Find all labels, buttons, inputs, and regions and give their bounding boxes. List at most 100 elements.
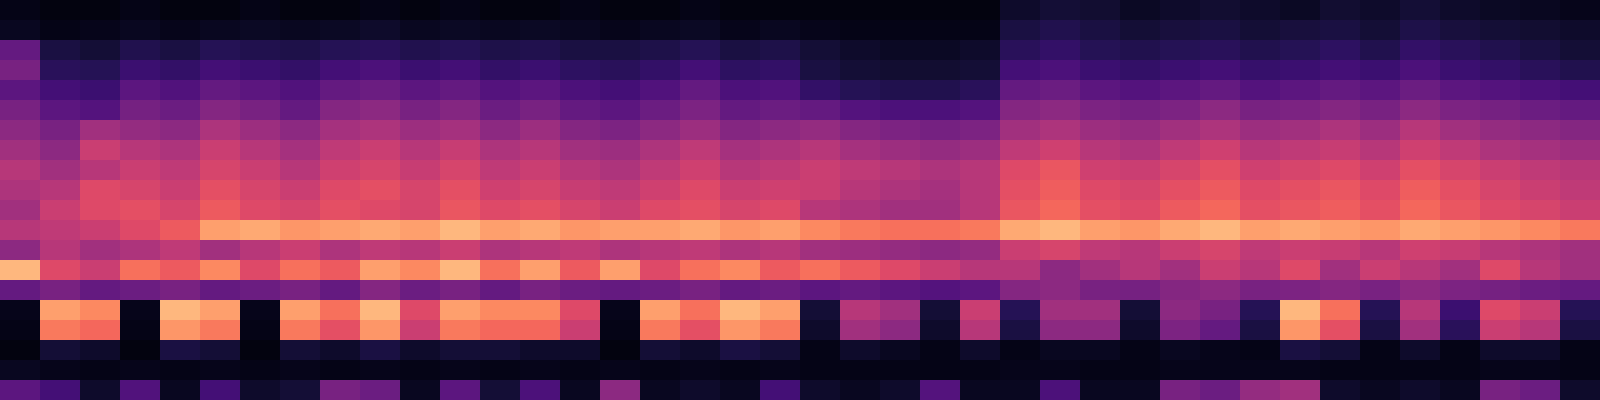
cell	[720, 200, 761, 221]
cell	[320, 0, 361, 21]
cell	[800, 380, 841, 400]
cell	[1480, 260, 1521, 281]
cell	[1200, 0, 1241, 21]
cell	[360, 120, 401, 141]
cell	[240, 40, 281, 61]
cell	[400, 140, 441, 161]
cell	[1560, 100, 1600, 121]
cell	[1560, 340, 1600, 361]
cell	[1480, 340, 1521, 361]
cell	[1280, 300, 1321, 321]
cell	[1480, 60, 1521, 81]
cell	[1120, 140, 1161, 161]
cell	[240, 80, 281, 101]
cell	[160, 100, 201, 121]
cell	[920, 0, 961, 21]
cell	[600, 220, 641, 241]
cell	[1320, 300, 1361, 321]
cell	[1040, 60, 1081, 81]
cell	[800, 320, 841, 341]
cell	[600, 380, 641, 400]
cell	[1320, 180, 1361, 201]
cell	[1120, 340, 1161, 361]
cell	[0, 40, 41, 61]
cell	[1560, 0, 1600, 21]
cell	[840, 360, 881, 381]
cell	[1120, 180, 1161, 201]
cell	[1360, 220, 1401, 241]
cell	[400, 280, 441, 301]
cell	[720, 100, 761, 121]
cell	[1400, 180, 1441, 201]
cell	[840, 100, 881, 121]
cell	[1440, 320, 1481, 341]
cell	[440, 180, 481, 201]
cell	[1240, 320, 1281, 341]
cell	[40, 200, 81, 221]
cell	[1320, 360, 1361, 381]
cell	[680, 240, 721, 261]
cell	[240, 280, 281, 301]
cell	[280, 180, 321, 201]
cell	[600, 280, 641, 301]
cell	[1400, 80, 1441, 101]
cell	[480, 380, 521, 400]
cell	[1160, 100, 1201, 121]
cell	[880, 300, 921, 321]
cell	[1440, 280, 1481, 301]
cell	[1520, 160, 1561, 181]
cell	[960, 260, 1001, 281]
cell	[1200, 320, 1241, 341]
cell	[1440, 0, 1481, 21]
cell	[1560, 160, 1600, 181]
cell	[360, 380, 401, 400]
cell	[1400, 60, 1441, 81]
cell	[40, 280, 81, 301]
cell	[560, 80, 601, 101]
cell	[1000, 240, 1041, 261]
cell	[1520, 40, 1561, 61]
cell	[120, 240, 161, 261]
cell	[840, 200, 881, 221]
cell	[800, 360, 841, 381]
cell	[200, 60, 241, 81]
cell	[1400, 100, 1441, 121]
cell	[1320, 60, 1361, 81]
cell	[1440, 180, 1481, 201]
cell	[1560, 240, 1600, 261]
cell	[680, 380, 721, 400]
cell	[280, 80, 321, 101]
cell	[1400, 120, 1441, 141]
cell	[1520, 100, 1561, 121]
cell	[1560, 320, 1600, 341]
cell	[1520, 60, 1561, 81]
cell	[840, 20, 881, 41]
cell	[480, 120, 521, 141]
cell	[440, 200, 481, 221]
cell	[1320, 320, 1361, 341]
cell	[40, 40, 81, 61]
cell	[800, 220, 841, 241]
cell	[480, 340, 521, 361]
cell	[0, 100, 41, 121]
cell	[1120, 380, 1161, 400]
cell	[1160, 340, 1201, 361]
cell	[1560, 120, 1600, 141]
cell	[1160, 140, 1201, 161]
cell	[1000, 320, 1041, 341]
cell	[720, 240, 761, 261]
cell	[120, 100, 161, 121]
cell	[680, 260, 721, 281]
cell	[880, 260, 921, 281]
cell	[960, 80, 1001, 101]
cell	[1360, 80, 1401, 101]
cell	[280, 140, 321, 161]
cell	[400, 60, 441, 81]
cell	[920, 220, 961, 241]
cell	[40, 180, 81, 201]
cell	[320, 40, 361, 61]
cell	[440, 320, 481, 341]
cell	[120, 0, 161, 21]
cell	[1160, 200, 1201, 221]
cell	[680, 0, 721, 21]
